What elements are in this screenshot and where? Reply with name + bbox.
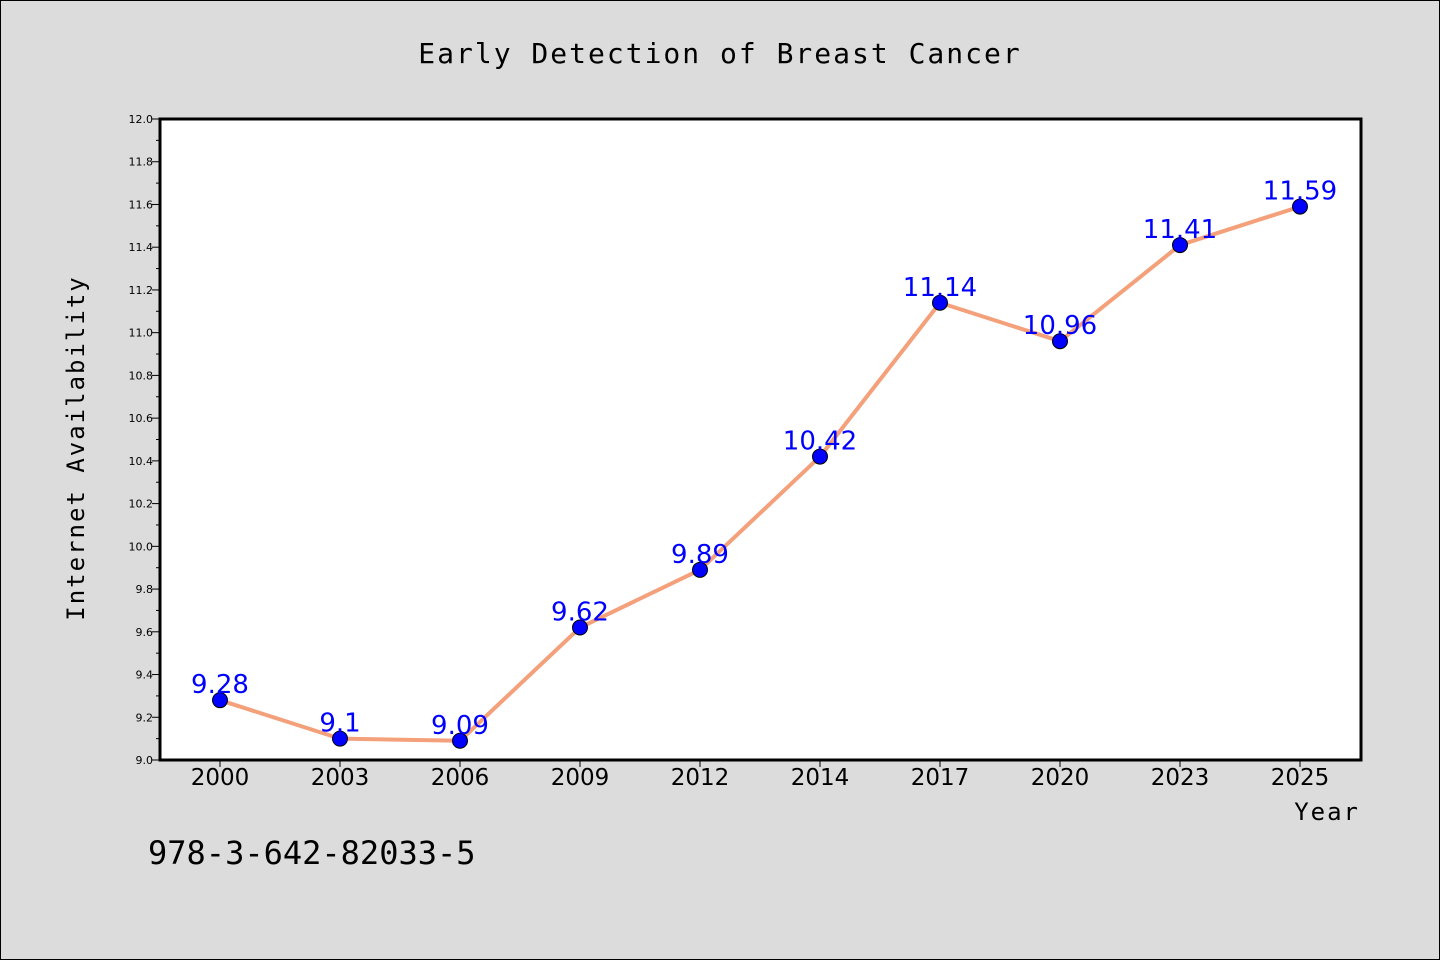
y-tick-label: 9.0 — [136, 754, 154, 767]
y-tick-label: 10.4 — [129, 455, 154, 468]
x-axis-label: Year — [1294, 798, 1360, 826]
y-tick-label: 10.8 — [129, 369, 154, 382]
plot-area — [158, 117, 1363, 762]
data-label: 10.96 — [1023, 311, 1097, 341]
data-label: 11.41 — [1143, 215, 1217, 245]
y-tick-label: 9.4 — [136, 669, 154, 682]
series-layer: 9.28 9.1 9.09 9.62 9.89 10.42 11.14 10.96 11.41 1… — [191, 177, 1337, 749]
y-tick-label: 10.6 — [129, 412, 154, 425]
y-axis-label: Internet Availability — [62, 275, 90, 620]
y-tick-label: 11.8 — [129, 156, 154, 169]
x-tick-label: 2003 — [311, 765, 370, 791]
y-tick-label: 9.2 — [136, 711, 154, 724]
chart-title: Early Detection of Breast Cancer — [418, 37, 1021, 70]
y-tick-label: 11.6 — [129, 198, 154, 211]
data-point — [332, 730, 348, 747]
data-label: 11.59 — [1263, 177, 1337, 207]
x-tick-label: 2020 — [1031, 765, 1090, 791]
series-line — [219, 204, 1301, 743]
data-point — [572, 619, 588, 636]
data-label: 9.62 — [551, 598, 609, 628]
y-tick-label: 9.6 — [136, 626, 154, 639]
y-tick-label: 11.4 — [129, 241, 154, 254]
x-tick-label: 2009 — [551, 765, 610, 791]
data-label: 10.42 — [783, 427, 857, 457]
y-tick-label: 10.2 — [129, 498, 154, 511]
data-label: 9.09 — [431, 711, 489, 741]
y-tick-label: 12.0 — [129, 113, 154, 126]
data-label: 9.1 — [319, 709, 360, 739]
data-label: 9.89 — [671, 540, 729, 570]
data-point — [1052, 333, 1068, 350]
data-point — [932, 294, 948, 311]
data-point — [212, 692, 228, 709]
x-tick-label: 2017 — [911, 765, 970, 791]
x-tick-label: 2025 — [1271, 765, 1330, 791]
data-point — [1292, 198, 1308, 215]
y-axis: 9.0 9.2 9.4 9.6 9.8 10.0 10.2 10.4 10.6 10.8 11.0 1… — [129, 113, 160, 767]
data-label: 11.14 — [903, 273, 977, 303]
y-tick-label: 9.8 — [136, 583, 154, 596]
x-tick-label: 2012 — [671, 765, 730, 791]
data-point — [1172, 237, 1188, 254]
data-point — [692, 561, 708, 578]
y-tick-label: 11.0 — [129, 327, 154, 340]
x-tick-label: 2006 — [431, 765, 490, 791]
isbn-text: 978-3-642-82033-5 — [148, 834, 476, 872]
y-tick-label: 10.0 — [129, 540, 154, 553]
data-label: 9.28 — [191, 670, 249, 700]
data-point — [452, 732, 468, 749]
x-tick-label: 2000 — [191, 765, 250, 791]
y-tick-label: 11.2 — [129, 284, 154, 297]
x-tick-label: 2014 — [791, 765, 850, 791]
x-tick-label: 2023 — [1151, 765, 1210, 791]
data-point — [812, 448, 828, 465]
x-axis: 2000 2003 2006 2009 2012 2014 2017 2020 2023 2025 — [191, 760, 1330, 791]
